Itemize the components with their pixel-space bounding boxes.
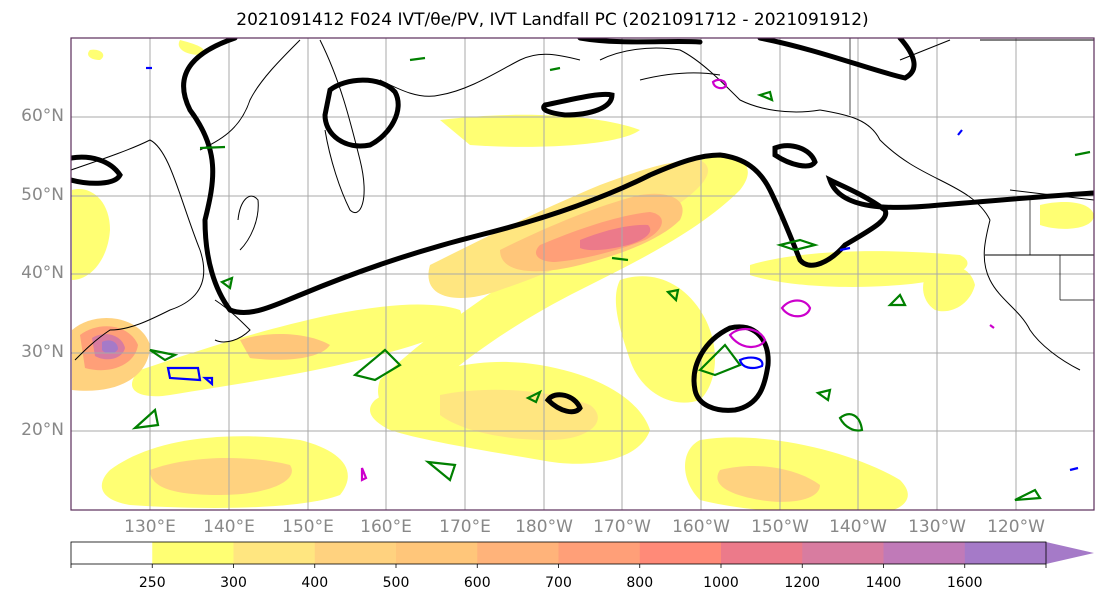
lat-label-30n: 30°N bbox=[21, 342, 64, 362]
colorbar-segment bbox=[802, 542, 884, 564]
theta-e-contours bbox=[131, 56, 1091, 502]
colorbar-segment bbox=[639, 542, 722, 564]
colorbar-tick-label: 1000 bbox=[703, 575, 739, 591]
colorbar-tick-label: 400 bbox=[301, 575, 329, 591]
borders bbox=[849, 38, 1094, 301]
map-panel bbox=[70, 37, 1095, 511]
colorbar-tick-label: 1200 bbox=[784, 575, 821, 591]
lon-label-140e: 140°E bbox=[203, 517, 255, 537]
lon-label-160w: 160°W bbox=[672, 517, 730, 537]
lon-label-180w: 180°W bbox=[515, 517, 573, 537]
lat-label-60n: 60°N bbox=[21, 106, 64, 126]
colorbar-segment bbox=[233, 542, 316, 564]
colorbar-tick-label: 250 bbox=[138, 575, 166, 591]
colorbar-segment bbox=[883, 542, 966, 564]
lon-label-120w: 120°W bbox=[987, 517, 1045, 537]
pv-blue-contours bbox=[146, 66, 1079, 472]
colorbar-segment bbox=[152, 542, 234, 564]
lon-label-130w: 130°W bbox=[908, 517, 966, 537]
lat-label-50n: 50°N bbox=[21, 185, 64, 205]
lon-label-160e: 160°E bbox=[360, 517, 412, 537]
lon-label-150e: 150°E bbox=[282, 517, 334, 537]
colorbar-tick-label: 500 bbox=[382, 575, 410, 591]
colorbar-segment bbox=[721, 542, 803, 564]
coastlines bbox=[71, 39, 1094, 371]
lon-label-170e: 170°E bbox=[439, 517, 491, 537]
colorbar-segment bbox=[558, 542, 641, 564]
colorbar-segment bbox=[477, 542, 559, 564]
lon-label-170w: 170°W bbox=[593, 517, 651, 537]
colorbar-segment bbox=[71, 542, 153, 564]
colorbar-outline bbox=[70, 541, 1047, 565]
map-frame bbox=[70, 37, 1095, 511]
lat-label-20n: 20°N bbox=[21, 420, 64, 440]
colorbar-tick-label: 800 bbox=[626, 575, 654, 591]
colorbar-tick-label: 1400 bbox=[865, 575, 902, 591]
lon-label-150w: 150°W bbox=[751, 517, 809, 537]
graticule bbox=[71, 38, 1094, 510]
ivt-shading bbox=[72, 40, 1094, 510]
colorbar-tick-label: 600 bbox=[463, 575, 491, 591]
ivt-landfall-contours bbox=[71, 38, 1094, 415]
lon-label-140w: 140°W bbox=[829, 517, 887, 537]
colorbar-extend-arrow bbox=[1046, 542, 1094, 564]
colorbar-tick-label: 700 bbox=[545, 575, 572, 591]
colorbar-segment bbox=[396, 542, 478, 564]
map-title: 2021091412 F024 IVT/θe/PV, IVT Landfall … bbox=[236, 10, 869, 30]
pv-magenta-contours bbox=[360, 78, 995, 482]
colorbar-tick-label: 1600 bbox=[946, 575, 983, 591]
colorbar-segment bbox=[314, 542, 397, 564]
colorbar-tick-label: 300 bbox=[220, 575, 247, 591]
lon-label-130e: 130°E bbox=[124, 517, 176, 537]
lat-label-40n: 40°N bbox=[21, 263, 64, 283]
colorbar-segment bbox=[964, 542, 1047, 564]
